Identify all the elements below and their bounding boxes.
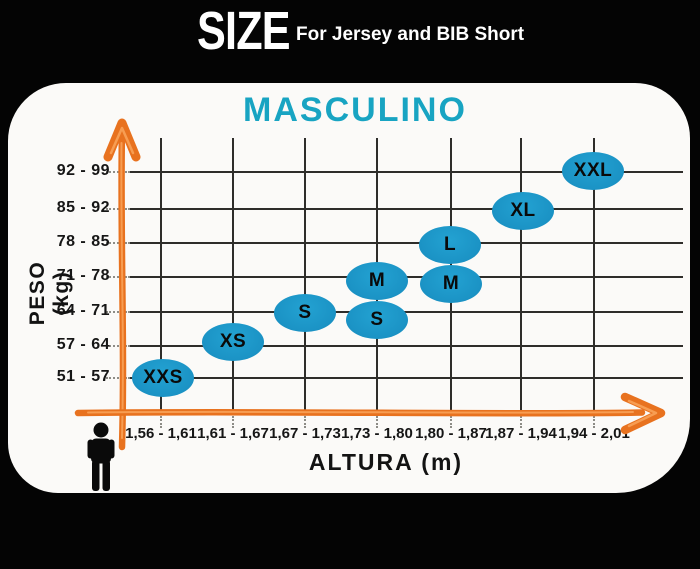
x-tick-dotted-leader [160, 416, 162, 428]
y-tick-dotted-leader [106, 377, 130, 379]
size-bubble-label: XXS [143, 367, 183, 388]
grid-line-vertical [304, 138, 306, 412]
y-tick-dotted-leader [106, 276, 130, 278]
chart-panel: MASCULINO 92 - 99 85 - 92 78 - 85 71 - 78 64… [8, 83, 690, 493]
grid-line-vertical [160, 138, 162, 412]
x-axis-tick-label: 1,61 - 1,67 [197, 425, 269, 442]
x-axis-tick-label: 1,87 - 1,94 [485, 425, 557, 442]
size-bubble-l: L [419, 226, 481, 264]
grid-line-vertical [593, 138, 595, 412]
grid-line-vertical [520, 138, 522, 412]
grid-line-horizontal [130, 171, 683, 173]
y-axis-tick-label: 85 - 92 [56, 199, 110, 216]
size-bubble-xl: XL [492, 192, 554, 230]
size-bubble-label: S [370, 309, 384, 330]
grid-line-horizontal [130, 377, 683, 379]
y-axis-tick-label: 57 - 64 [56, 336, 110, 353]
page-subtitle: For Jersey and BIB Short [296, 24, 525, 45]
x-tick-dotted-leader [450, 416, 452, 428]
person-icon [87, 422, 115, 491]
size-bubble-xxs: XXS [132, 359, 194, 397]
size-bubble-label: XS [219, 331, 247, 352]
chart-title: MASCULINO [243, 91, 467, 129]
grid-line-vertical [232, 138, 234, 412]
x-axis-tick-label: 1,73 - 1,80 [341, 425, 413, 442]
x-axis-tick-label: 1,94 - 2,01 [558, 425, 630, 442]
y-tick-dotted-leader [106, 345, 130, 347]
x-axis-tick-label: 1,80 - 1,87 [415, 425, 487, 442]
x-axis-label: ALTURA (m) [308, 449, 464, 475]
y-axis-tick-label: 51 - 57 [56, 368, 110, 385]
size-bubble-s: S [274, 294, 336, 332]
chart-grid: 92 - 99 85 - 92 78 - 85 71 - 78 64 - 71 57 - … [8, 83, 690, 493]
size-bubble-m: M [346, 262, 408, 300]
size-bubble-s: S [346, 301, 408, 339]
grid-line-horizontal [130, 311, 683, 313]
y-axis-tick-label: 64 - 71 [56, 302, 110, 319]
grid-line-horizontal [130, 242, 683, 244]
y-axis-tick-label: 92 - 99 [56, 162, 110, 179]
x-tick-dotted-leader [520, 416, 522, 428]
y-axis-tick-label: 78 - 85 [56, 233, 110, 250]
y-axis-label: PESO (kg) [26, 260, 73, 326]
size-bubble-label: XXL [573, 160, 613, 181]
x-axis-tick-label: 1,56 - 1,61 [125, 425, 197, 442]
x-tick-dotted-leader [232, 416, 234, 428]
x-tick-dotted-leader [376, 416, 378, 428]
grid-line-horizontal [130, 345, 683, 347]
size-bubble-label: XL [510, 200, 536, 221]
y-axis-tick-label: 71 - 78 [56, 267, 110, 284]
x-tick-dotted-leader [304, 416, 306, 428]
size-bubble-xs: XS [202, 323, 264, 361]
y-tick-dotted-leader [106, 171, 130, 173]
page-title: SIZE [197, 1, 291, 61]
grid-line-horizontal [130, 208, 683, 210]
size-bubble-label: M [442, 273, 460, 294]
size-bubble-label: S [298, 302, 312, 323]
y-tick-dotted-leader [106, 208, 130, 210]
y-tick-dotted-leader [106, 311, 130, 313]
size-bubble-m: M [420, 265, 482, 303]
y-tick-dotted-leader [106, 242, 130, 244]
size-bubble-xxl: XXL [562, 152, 624, 190]
size-bubble-label: L [443, 234, 457, 255]
size-bubble-label: M [368, 270, 386, 291]
x-axis-tick-label: 1,67 - 1,73 [269, 425, 341, 442]
x-tick-dotted-leader [593, 416, 595, 428]
